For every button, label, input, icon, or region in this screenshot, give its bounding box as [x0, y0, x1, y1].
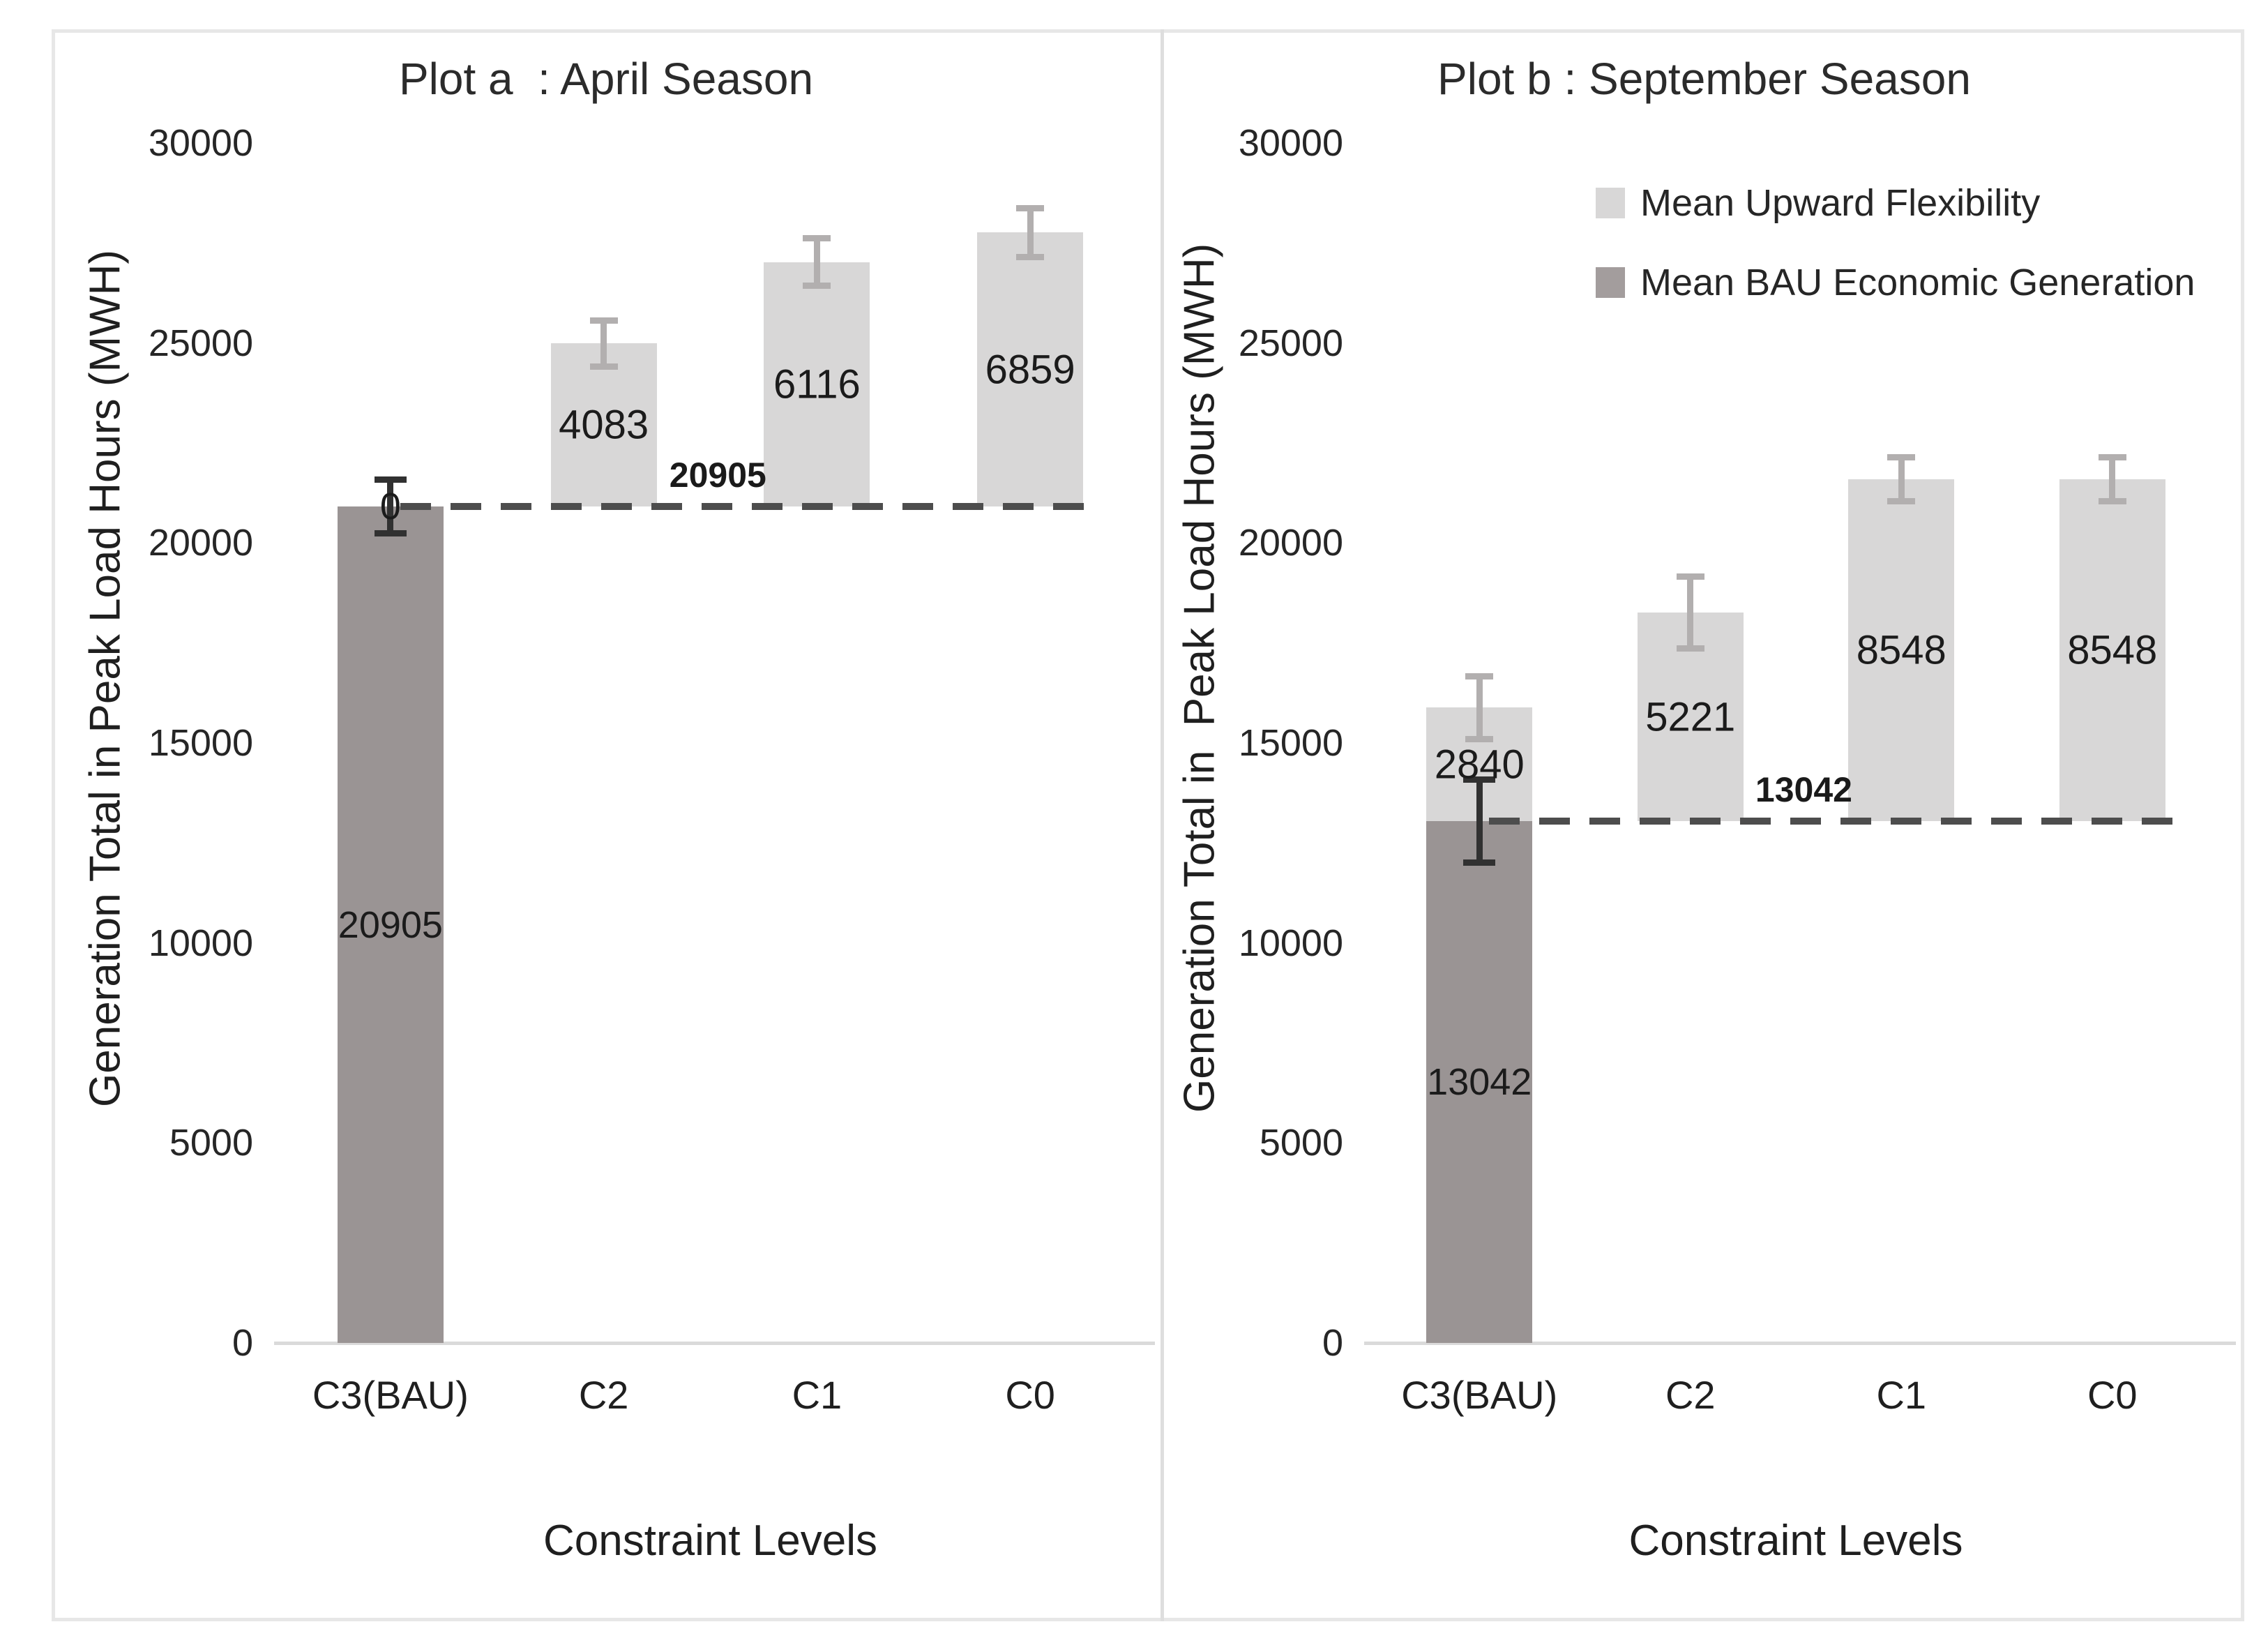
error-bar-line — [1027, 207, 1034, 257]
error-bar-cap-bottom — [1016, 253, 1045, 260]
bar-segment-flex — [764, 262, 870, 507]
plot-a-panel: Plot a : April Season Generation Total i… — [52, 29, 1161, 1621]
x-axis-line — [1364, 1342, 2236, 1345]
y-tick-label: 10000 — [1238, 922, 1343, 964]
error-bar-cap-top — [2098, 454, 2126, 461]
error-bar-cap-top — [1887, 454, 1916, 461]
bar-value-label: 6116 — [773, 361, 861, 407]
bar-segment-flex — [550, 343, 657, 507]
x-axis-line — [274, 1342, 1155, 1345]
bar-value-label: 4083 — [559, 402, 649, 448]
y-tick-label: 30000 — [148, 122, 253, 164]
x-tick-label: C2 — [1665, 1373, 1716, 1417]
bar-value-label-zero: 0 — [379, 486, 401, 528]
error-bar-cap-bottom — [1463, 859, 1496, 866]
x-tick-label: C0 — [2087, 1373, 2138, 1417]
plot-a-x-axis-title: Constraint Levels — [543, 1517, 878, 1565]
error-bar-cap-bottom — [589, 363, 618, 370]
x-tick-label: C0 — [1005, 1373, 1055, 1417]
error-bar-line — [387, 479, 394, 534]
error-bar-line — [1476, 779, 1483, 864]
y-tick-label: 25000 — [1238, 322, 1343, 364]
baseline-value-label: 13042 — [1755, 770, 1852, 810]
baseline-value-label: 20905 — [669, 456, 766, 495]
y-tick-label: 0 — [232, 1322, 253, 1364]
legend-swatch-upward-flexibility — [1596, 188, 1625, 218]
y-tick-label: 25000 — [148, 322, 253, 364]
error-bar-cap-top — [1016, 204, 1045, 211]
plot-a-title: Plot a : April Season — [398, 54, 814, 104]
error-bar-cap-top — [374, 476, 407, 483]
plot-b-x-axis-title: Constraint Levels — [1628, 1517, 1963, 1565]
legend-item-flex: Mean Upward Flexibility — [1596, 181, 2195, 225]
legend-label-bau-generation: Mean BAU Economic Generation — [1640, 262, 2195, 303]
y-tick-label: 10000 — [148, 922, 253, 964]
bar-value-label: 8548 — [2067, 627, 2158, 673]
error-bar-line — [1476, 675, 1483, 740]
y-tick-label: 30000 — [1238, 122, 1343, 164]
y-tick-label: 5000 — [169, 1122, 253, 1164]
dashed-reference-line — [400, 503, 1098, 511]
bar-value-label: 5221 — [1645, 694, 1736, 740]
y-tick-label: 20000 — [148, 522, 253, 564]
legend-label-upward-flexibility: Mean Upward Flexibility — [1640, 182, 2041, 224]
error-bar-cap-bottom — [2098, 498, 2126, 505]
error-bar-line — [1687, 576, 1694, 649]
legend-swatch-bau-generation — [1596, 267, 1625, 298]
bar-segment-flex — [2059, 479, 2165, 822]
error-bar-cap-bottom — [1465, 736, 1494, 743]
legend-item-bau: Mean BAU Economic Generation — [1596, 261, 2195, 304]
error-bar-line — [813, 238, 820, 287]
y-tick-label: 20000 — [1238, 522, 1343, 564]
error-bar-line — [600, 320, 607, 367]
bar-value-label: 13042 — [1427, 1061, 1532, 1104]
error-bar-cap-top — [1676, 573, 1704, 580]
plot-a-area: Constraint Levels 0 5000 10000 15000 20000 25… — [149, 122, 1155, 1565]
x-tick-label: C3(BAU) — [1401, 1373, 1558, 1417]
legend: Mean Upward Flexibility Mean BAU Economi… — [1596, 181, 2195, 340]
error-bar-cap-top — [1465, 673, 1494, 679]
error-bar-cap-bottom — [1887, 498, 1916, 505]
bar-value-label: 20905 — [338, 903, 443, 946]
error-bar-cap-bottom — [1676, 645, 1704, 652]
bar-value-label: 2840 — [1434, 742, 1525, 788]
error-bar-cap-bottom — [803, 283, 831, 290]
error-bar-cap-top — [589, 317, 618, 324]
y-tick-label: 0 — [1322, 1322, 1343, 1364]
error-bar-line — [1898, 457, 1905, 502]
x-tick-label: C1 — [1876, 1373, 1927, 1417]
x-tick-label: C2 — [578, 1373, 629, 1417]
plot-b-title: Plot b : September Season — [1437, 54, 1971, 104]
error-bar-line — [2109, 457, 2116, 502]
y-tick-label: 5000 — [1259, 1122, 1343, 1164]
x-tick-label: C3(BAU) — [312, 1373, 469, 1417]
bar-value-label: 6859 — [985, 347, 1075, 393]
y-tick-label: 15000 — [1238, 722, 1343, 764]
panel-divider — [1161, 29, 1164, 1621]
x-tick-label: C1 — [792, 1373, 842, 1417]
plot-b-panel: Plot b : September Season Generation Tot… — [1164, 29, 2244, 1621]
bar-segment-bau — [337, 506, 444, 1343]
bar-segment-flex — [977, 232, 1084, 507]
error-bar-cap-bottom — [374, 530, 407, 537]
bar-segment-bau — [1426, 821, 1533, 1343]
error-bar-cap-top — [1463, 776, 1496, 783]
figure-border — [52, 29, 2244, 1621]
error-bar-cap-top — [803, 235, 831, 242]
y-tick-label: 15000 — [148, 722, 253, 764]
plot-b-area: Constraint Levels 0 5000 10000 15000 20000 25… — [1239, 122, 2236, 1565]
bar-segment-flex — [1848, 479, 1955, 822]
bar-value-label: 8548 — [1856, 627, 1946, 673]
dashed-reference-line — [1489, 818, 2179, 825]
